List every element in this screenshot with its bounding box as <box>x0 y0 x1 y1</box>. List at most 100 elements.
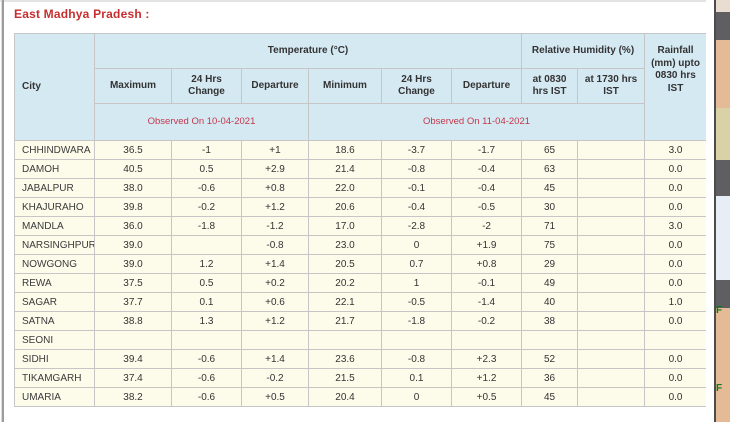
table-row: DAMOH 40.5 0.5 +2.9 21.4 -0.8 -0.4 63 0.0 <box>14 159 708 179</box>
value-cell: 0.0 <box>644 235 708 255</box>
edge-block <box>716 196 730 280</box>
value-cell: 20.6 <box>308 197 382 217</box>
value-cell: 37.7 <box>94 292 172 312</box>
value-cell: 20.4 <box>308 387 382 407</box>
value-cell: 0.0 <box>644 254 708 274</box>
value-cell: +1.2 <box>241 197 309 217</box>
col-header-24hrs-change-min: 24 Hrs Change <box>381 68 452 104</box>
value-cell: 1.2 <box>171 254 242 274</box>
value-cell: -0.6 <box>171 178 242 198</box>
value-cell <box>171 235 242 255</box>
value-cell: -0.2 <box>241 368 309 388</box>
value-cell: 39.8 <box>94 197 172 217</box>
value-cell: -0.8 <box>381 159 452 179</box>
value-cell: +1.9 <box>450 235 523 255</box>
value-cell <box>577 273 646 293</box>
value-cell: +0.8 <box>450 254 523 274</box>
value-cell: 1.3 <box>171 311 242 331</box>
value-cell: 0.7 <box>381 254 452 274</box>
table-row: SEONI <box>14 330 708 350</box>
header-sub-row: Maximum 24 Hrs Change Departure Minimum … <box>15 68 707 104</box>
value-cell: +1 <box>241 140 309 160</box>
value-cell: 23.6 <box>308 349 382 369</box>
table-header: City Temperature (°C) Relative Humidity … <box>14 33 708 141</box>
value-cell: 40.5 <box>94 159 172 179</box>
value-cell: 38 <box>521 311 579 331</box>
value-cell <box>577 178 646 198</box>
header-group-row: City Temperature (°C) Relative Humidity … <box>14 33 708 141</box>
value-cell: 0.1 <box>171 292 242 312</box>
value-cell: +0.2 <box>241 273 309 293</box>
value-cell: 0 <box>381 387 452 407</box>
col-header-minimum: Minimum <box>308 68 382 104</box>
city-cell: DAMOH <box>14 159 95 179</box>
value-cell <box>577 292 646 312</box>
col-group-humidity: Relative Humidity (%) <box>521 33 646 69</box>
value-cell: 0.0 <box>644 368 708 388</box>
value-cell <box>94 330 172 350</box>
value-cell: 38.8 <box>94 311 172 331</box>
col-header-departure-min: Departure <box>450 68 523 104</box>
col-header-rh-1730: at 1730 hrs IST <box>577 68 646 104</box>
value-cell <box>577 216 646 236</box>
city-cell: KHAJURAHO <box>14 197 95 217</box>
city-cell: SIDHI <box>14 349 95 369</box>
value-cell: -1.7 <box>450 140 523 160</box>
value-cell: 0.1 <box>381 368 452 388</box>
value-cell: 1 <box>381 273 452 293</box>
value-cell: 36.0 <box>94 216 172 236</box>
value-cell: 17.0 <box>308 216 382 236</box>
table-row: NOWGONG 39.0 1.2 +1.4 20.5 0.7 +0.8 29 0.0 <box>14 254 708 274</box>
value-cell: -3.7 <box>381 140 452 160</box>
table-row: SIDHI 39.4 -0.6 +1.4 23.6 -0.8 +2.3 52 0.0 <box>14 349 708 369</box>
value-cell: 23.0 <box>308 235 382 255</box>
table-row: KHAJURAHO 39.8 -0.2 +1.2 20.6 -0.4 -0.5 30 0.0 <box>14 197 708 217</box>
value-cell: 65 <box>521 140 579 160</box>
value-cell: 3.0 <box>644 216 708 236</box>
city-cell: JABALPUR <box>14 178 95 198</box>
value-cell: 0.0 <box>644 197 708 217</box>
value-cell: 45 <box>521 178 579 198</box>
value-cell <box>577 311 646 331</box>
col-header-city: City <box>14 33 95 141</box>
value-cell: 36.5 <box>94 140 172 160</box>
value-cell: -2 <box>450 216 523 236</box>
weather-table: City Temperature (°C) Relative Humidity … <box>14 33 708 407</box>
value-cell: 40 <box>521 292 579 312</box>
value-cell: 0.5 <box>171 159 242 179</box>
col-header-maximum: Maximum <box>94 68 172 104</box>
value-cell: 39.4 <box>94 349 172 369</box>
value-cell <box>577 387 646 407</box>
value-cell: 39.0 <box>94 235 172 255</box>
page-title: East Madhya Pradesh : <box>14 7 150 21</box>
value-cell: 0.5 <box>171 273 242 293</box>
value-cell: 22.0 <box>308 178 382 198</box>
value-cell: 52 <box>521 349 579 369</box>
city-cell: REWA <box>14 273 95 293</box>
table-row: TIKAMGARH 37.4 -0.6 -0.2 21.5 0.1 +1.2 36 0.0 <box>14 368 708 388</box>
value-cell: 38.2 <box>94 387 172 407</box>
value-cell: 63 <box>521 159 579 179</box>
value-cell <box>577 349 646 369</box>
value-cell: -0.6 <box>171 368 242 388</box>
value-cell: -0.4 <box>450 178 523 198</box>
value-cell: +2.3 <box>450 349 523 369</box>
value-cell: +2.9 <box>241 159 309 179</box>
value-cell: -0.1 <box>381 178 452 198</box>
value-cell: 49 <box>521 273 579 293</box>
edge-block <box>716 308 730 422</box>
value-cell: 0.0 <box>644 273 708 293</box>
col-header-rainfall: Rainfall (mm) upto 0830 hrs IST <box>644 33 708 141</box>
value-cell <box>577 330 646 350</box>
value-cell: +1.2 <box>450 368 523 388</box>
city-cell: TIKAMGARH <box>14 368 95 388</box>
city-cell: NOWGONG <box>14 254 95 274</box>
city-cell: NARSINGHPUR <box>14 235 95 255</box>
value-cell <box>521 330 579 350</box>
edge-block <box>716 160 730 196</box>
value-cell: +0.5 <box>241 387 309 407</box>
edge-block <box>716 12 730 40</box>
value-cell: 0.0 <box>644 178 708 198</box>
value-cell: -1.4 <box>450 292 523 312</box>
edge-label: F <box>716 305 723 316</box>
